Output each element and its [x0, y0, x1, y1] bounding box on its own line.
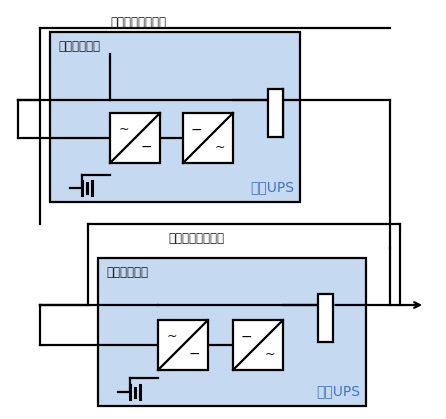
Bar	[158, 320, 208, 370]
Bar	[50, 32, 300, 202]
Bar	[110, 113, 160, 163]
Bar	[183, 113, 233, 163]
Text: ~: ~	[166, 330, 177, 343]
Text: バイパス回路: バイパス回路	[58, 39, 100, 52]
Text: −: −	[189, 347, 200, 361]
Bar	[318, 294, 333, 342]
Text: 保守バイパス回路: 保守バイパス回路	[168, 232, 224, 245]
Bar	[268, 89, 282, 137]
Text: −: −	[241, 329, 252, 344]
Text: ~: ~	[264, 347, 275, 360]
Text: −: −	[191, 122, 202, 137]
Text: ~: ~	[118, 123, 129, 136]
Text: 保守バイパス回路: 保守バイパス回路	[110, 16, 166, 28]
Bar	[98, 258, 366, 406]
Text: 常用UPS: 常用UPS	[316, 384, 360, 398]
Text: 待機UPS: 待機UPS	[250, 180, 294, 194]
Text: ~: ~	[214, 140, 225, 153]
Text: バイパス回路: バイパス回路	[106, 266, 148, 279]
Text: −: −	[140, 140, 153, 154]
Bar	[233, 320, 283, 370]
